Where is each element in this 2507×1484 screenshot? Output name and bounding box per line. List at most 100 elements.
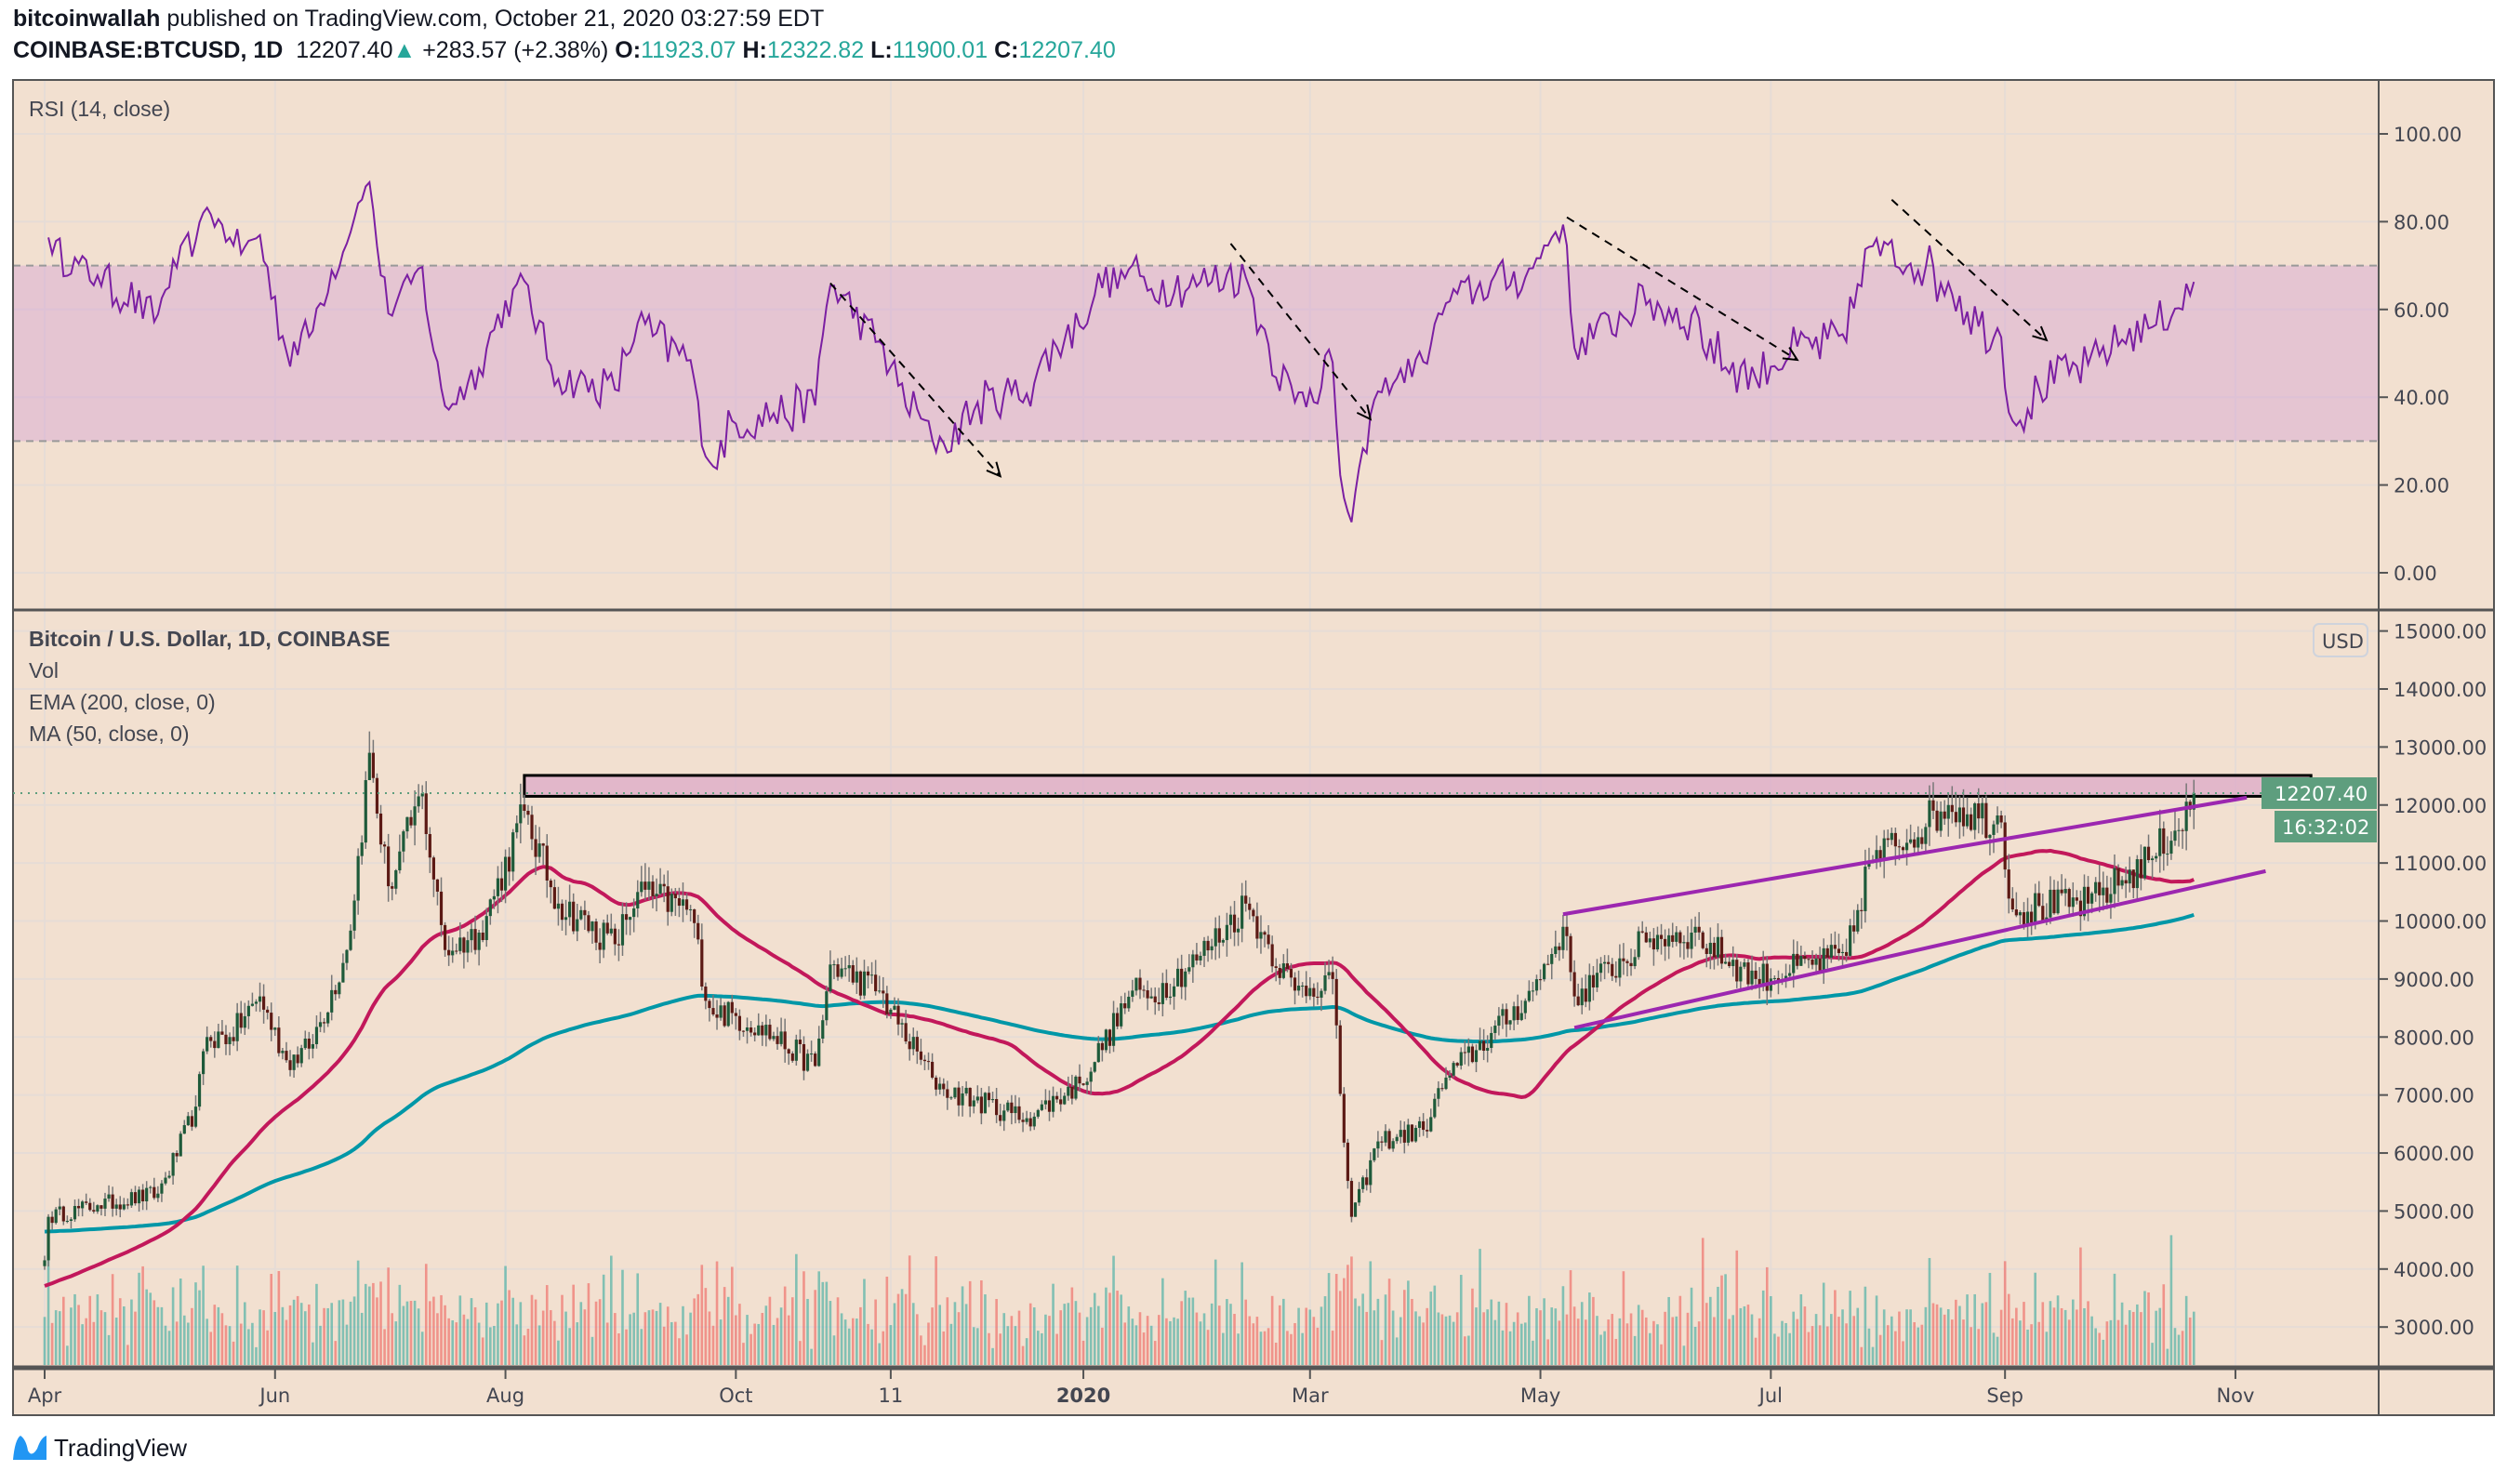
candle-body (2067, 889, 2071, 908)
candle-body (1267, 934, 1270, 945)
currency-button-label: USD (2322, 630, 2364, 653)
candle-body (1996, 815, 1999, 825)
volume-legend[interactable]: Vol (29, 658, 59, 682)
main-series-legend[interactable]: Bitcoin / U.S. Dollar, 1D, COINBASE (29, 627, 391, 651)
volume-bar (1625, 1323, 1629, 1365)
volume-bar (77, 1305, 80, 1365)
candle-body (1943, 811, 1946, 819)
candle-body (391, 886, 394, 889)
candle-body (402, 831, 405, 852)
volume-bar (398, 1284, 402, 1365)
candle-body (651, 881, 655, 896)
volume-bar (972, 1327, 975, 1365)
candle-body (1021, 1120, 1025, 1122)
volume-bar (1479, 1249, 1481, 1365)
volume-bar (239, 1323, 243, 1365)
candle-body (922, 1059, 927, 1062)
volume-bar (1717, 1286, 1719, 1365)
tradingview-logo-icon (13, 1436, 46, 1460)
volume-bar (882, 1331, 885, 1365)
volume-bar (96, 1294, 99, 1365)
candle-body (266, 1009, 270, 1014)
volume-bar (1380, 1340, 1384, 1365)
volume-bar (1516, 1312, 1519, 1365)
axes[interactable]: 3000.00 4000.00 5000.00 6000.00 7000.00 8000.… (28, 124, 2487, 1407)
candle-body (1651, 938, 1656, 950)
currency-button[interactable] (2313, 623, 2368, 657)
tradingview-logo[interactable]: TradingView (11, 1432, 187, 1464)
trendlines[interactable] (1562, 795, 2266, 1030)
volume-bar (1917, 1327, 1920, 1365)
candle-body (1063, 1095, 1067, 1105)
volume-bar (484, 1302, 488, 1365)
volume-bar (43, 1317, 46, 1365)
candle-body (866, 971, 870, 976)
trendline[interactable] (1562, 795, 2248, 917)
candle-body (258, 996, 262, 1002)
ema-legend[interactable]: EMA (200, close, 0) (29, 690, 216, 714)
dashed-arrow[interactable] (1566, 216, 1799, 362)
volume-bar (700, 1265, 704, 1365)
ma-legend[interactable]: MA (50, close, 0) (29, 722, 190, 746)
candle-body (484, 916, 488, 941)
candle-body (1482, 1040, 1486, 1052)
volume-bar (243, 1302, 246, 1365)
volume-bar (1134, 1325, 1138, 1365)
candle-body (1206, 940, 1210, 951)
trendline[interactable] (1573, 868, 2266, 1030)
candle-body (1961, 807, 1966, 827)
rsi-band-fill (13, 265, 2379, 442)
volume-bar (62, 1296, 65, 1365)
volume-bar (1539, 1310, 1542, 1365)
resistance-zone-rect[interactable] (523, 774, 2313, 798)
volume-bar (1078, 1312, 1081, 1365)
volume-bar (817, 1271, 821, 1365)
volume-bar (790, 1297, 794, 1365)
candle-body (1093, 1062, 1096, 1072)
candle-body (1285, 963, 1289, 970)
volume-bar (2023, 1302, 2025, 1365)
candle-body (1576, 996, 1580, 1006)
candle-body (1228, 914, 1233, 925)
candle-body (1402, 1130, 1406, 1143)
time-tick-label: 11 (879, 1385, 904, 1407)
rsi-arrows[interactable] (829, 199, 2049, 478)
candle-body (1195, 954, 1199, 961)
volume-bar (553, 1320, 556, 1365)
volume-bar (1565, 1314, 1569, 1365)
candle-body (503, 856, 508, 891)
volume-bar (1561, 1286, 1565, 1365)
rsi-legend[interactable]: RSI (14, close) (29, 97, 171, 121)
dashed-arrow[interactable] (1890, 199, 2049, 342)
candle-body (832, 964, 836, 966)
volume-bar (1660, 1344, 1663, 1365)
volume-bar (349, 1301, 352, 1365)
volume-bar (130, 1299, 133, 1365)
volume-bar (1429, 1292, 1433, 1365)
candle-body (76, 1206, 81, 1209)
volume-bar (1592, 1296, 1595, 1365)
candle-body (719, 1005, 723, 1018)
resistance-zone[interactable] (523, 774, 2313, 798)
candle-body (1977, 803, 1981, 819)
dashed-arrow[interactable] (829, 282, 1002, 478)
volume-bar (1830, 1314, 1833, 1365)
candle-body (334, 989, 338, 995)
candle-body (1413, 1127, 1418, 1142)
author[interactable]: bitcoinwallah (13, 6, 161, 32)
dashed-arrow[interactable] (1229, 243, 1373, 421)
volume-bar (1270, 1295, 1274, 1365)
volume-bar (730, 1266, 734, 1365)
candle-body (2022, 912, 2026, 925)
volume-bar (1255, 1317, 1259, 1365)
volume-bar (1788, 1332, 1791, 1365)
candle-body (946, 1089, 949, 1098)
volume-bar (534, 1299, 537, 1365)
volume-bar (1913, 1321, 1916, 1365)
candle-body (583, 909, 587, 916)
volume-bar (1704, 1303, 1708, 1365)
volume-bar (1935, 1304, 1939, 1365)
publish-info: bitcoinwallah published on TradingView.c… (13, 6, 824, 33)
candle-body (1682, 942, 1686, 944)
